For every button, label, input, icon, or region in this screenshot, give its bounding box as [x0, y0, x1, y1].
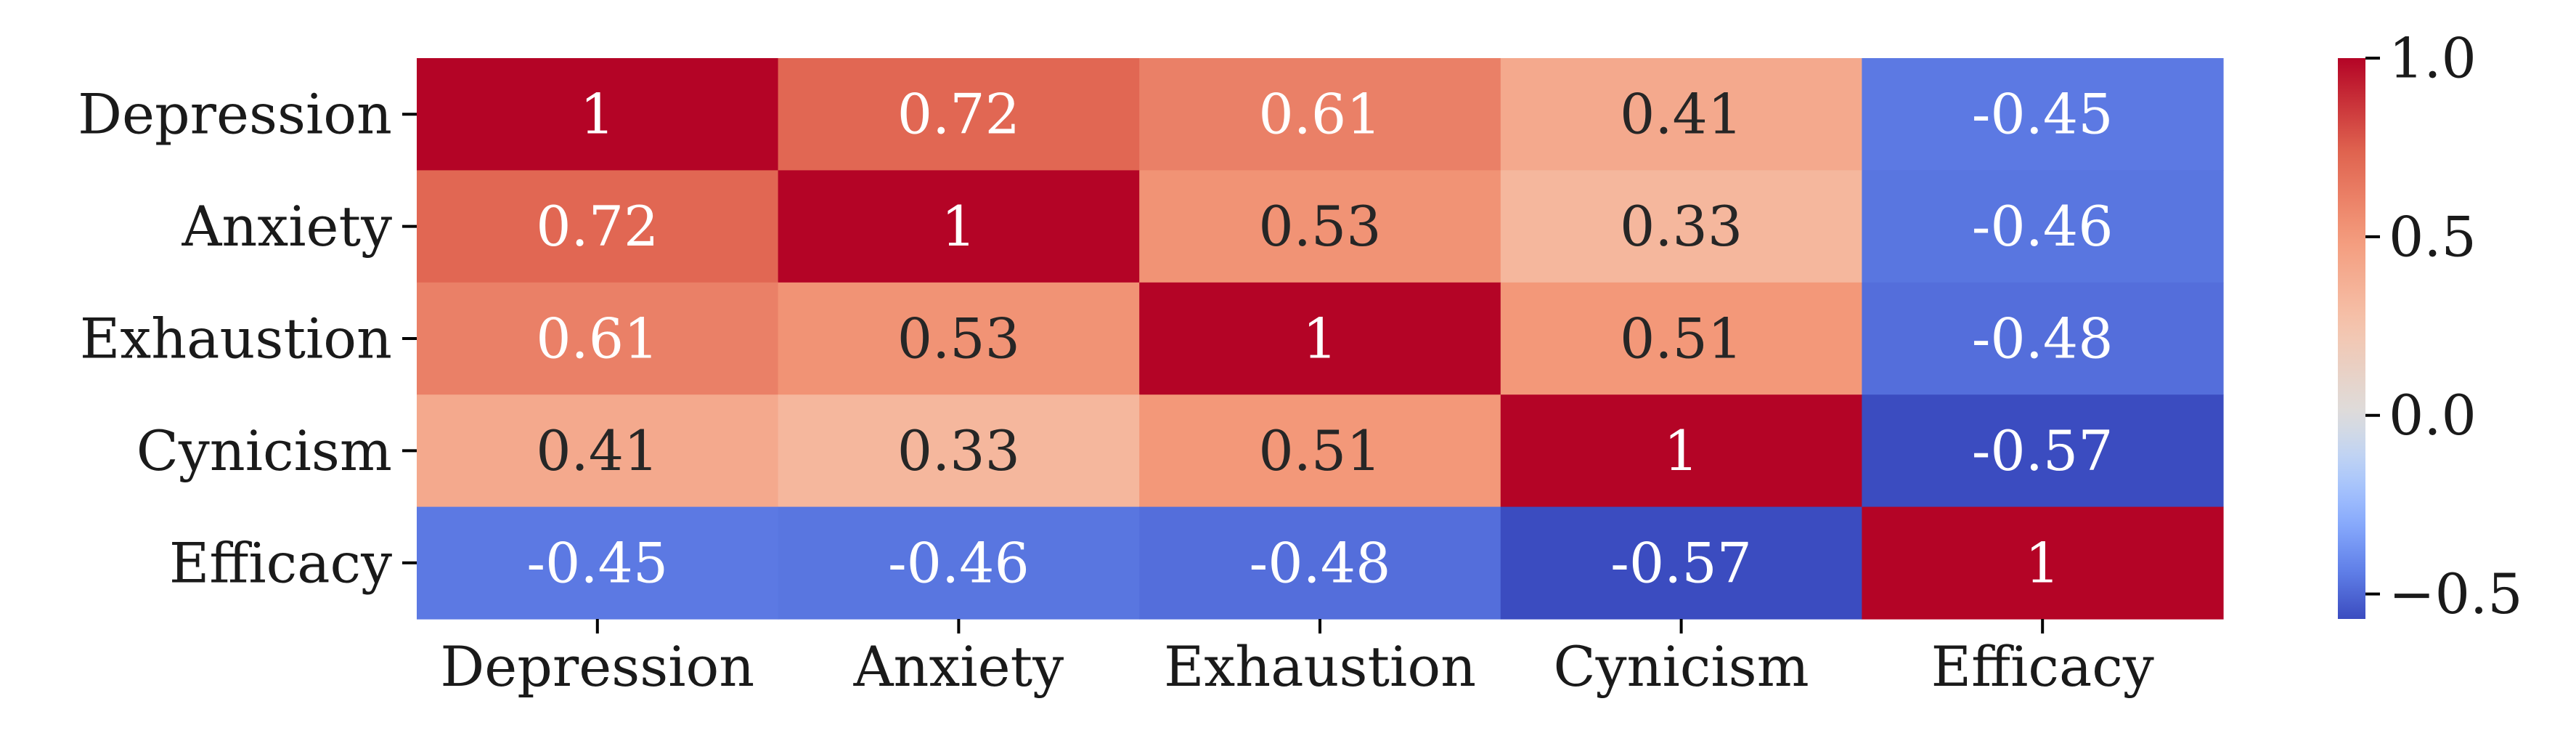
heatmap-cell-anxiety-exhaustion: [1139, 170, 1501, 283]
colorbar: 1.0 0.5 0.0 −0.5: [2338, 26, 2523, 626]
heatmap-cell-efficacy-cynicism: [1500, 506, 1862, 620]
y-axis: Depression Anxiety Exhaustion Cynicism Effic…: [78, 82, 417, 595]
cell-value-label-anxiety-anxiety: 1: [941, 194, 976, 259]
heatmap-cell-efficacy-efficacy: [1862, 506, 2224, 620]
x-tick-label-exhaustion: Exhaustion: [1164, 634, 1476, 699]
heatmap-cell-anxiety-cynicism: [1500, 170, 1862, 283]
heatmap-cell-exhaustion-anxiety: [778, 282, 1140, 395]
cell-value-label-depression-efficacy: -0.45: [1972, 82, 2114, 147]
y-tick-label-exhaustion: Exhaustion: [80, 307, 392, 371]
x-tick-label-efficacy: Efficacy: [1931, 634, 2154, 699]
cell-value-label-depression-depression: 1: [580, 82, 615, 147]
y-tick-label-cynicism: Cynicism: [136, 418, 392, 483]
cell-value-label-exhaustion-efficacy: -0.48: [1972, 307, 2114, 371]
x-axis: Depression Anxiety Exhaustion Cynicism Effic…: [440, 619, 2154, 699]
y-tick-label-anxiety: Anxiety: [182, 194, 393, 259]
heatmap-cell-depression-anxiety: [778, 58, 1140, 171]
heatmap-cells: 1 0.72 0.61 0.41 -0.45 0.72 1 0.53 0.33 -0.46 0.61…: [417, 58, 2224, 620]
colorbar-tick-label-2: 0.0: [2389, 383, 2477, 448]
cell-value-label-cynicism-efficacy: -0.57: [1972, 418, 2114, 483]
cell-value-label-depression-exhaustion: 0.61: [1258, 82, 1381, 147]
cell-value-label-exhaustion-exhaustion: 1: [1303, 307, 1337, 371]
colorbar-tick-label-3: −0.5: [2389, 562, 2523, 626]
y-tick-label-depression: Depression: [78, 82, 392, 147]
heatmap-cell-anxiety-efficacy: [1862, 170, 2224, 283]
colorbar-tick-label-0: 1.0: [2389, 26, 2477, 91]
colorbar-tick-label-1: 0.5: [2389, 204, 2477, 269]
cell-value-label-cynicism-exhaustion: 0.51: [1258, 418, 1381, 483]
heatmap-cell-anxiety-depression: [417, 170, 779, 283]
heatmap-cell-cynicism-anxiety: [778, 394, 1140, 508]
cell-value-label-anxiety-depression: 0.72: [536, 194, 659, 259]
heatmap-cell-exhaustion-cynicism: [1500, 282, 1862, 395]
cell-value-label-cynicism-anxiety: 0.33: [897, 418, 1020, 483]
cell-value-label-depression-cynicism: 0.41: [1620, 82, 1743, 147]
heatmap-cell-cynicism-depression: [417, 394, 779, 508]
heatmap-cell-exhaustion-efficacy: [1862, 282, 2224, 395]
heatmap-cell-cynicism-efficacy: [1862, 394, 2224, 508]
cell-value-label-efficacy-exhaustion: -0.48: [1250, 530, 1391, 595]
x-tick-label-cynicism: Cynicism: [1553, 634, 1809, 699]
cell-value-label-exhaustion-cynicism: 0.51: [1620, 307, 1743, 371]
heatmap-cell-anxiety-anxiety: [778, 170, 1140, 283]
cell-value-label-anxiety-efficacy: -0.46: [1972, 194, 2114, 259]
x-tick-label-anxiety: Anxiety: [853, 634, 1064, 699]
cell-value-label-anxiety-exhaustion: 0.53: [1258, 194, 1381, 259]
heatmap-cell-exhaustion-exhaustion: [1139, 282, 1501, 395]
cell-value-label-efficacy-cynicism: -0.57: [1610, 530, 1752, 595]
heatmap-cell-depression-exhaustion: [1139, 58, 1501, 171]
heatmap-cell-cynicism-cynicism: [1500, 394, 1862, 508]
cell-value-label-anxiety-cynicism: 0.33: [1620, 194, 1743, 259]
heatmap-cell-depression-cynicism: [1500, 58, 1862, 171]
colorbar-gradient: [2338, 58, 2365, 619]
x-tick-label-depression: Depression: [440, 634, 754, 699]
cell-value-label-efficacy-efficacy: 1: [2025, 530, 2060, 595]
heatmap-cell-exhaustion-depression: [417, 282, 779, 395]
heatmap-cell-efficacy-exhaustion: [1139, 506, 1501, 620]
cell-value-label-cynicism-cynicism: 1: [1663, 418, 1698, 483]
heatmap-cell-efficacy-depression: [417, 506, 779, 620]
y-tick-label-efficacy: Efficacy: [169, 530, 392, 595]
heatmap-cell-depression-efficacy: [1862, 58, 2224, 171]
cell-value-label-depression-anxiety: 0.72: [897, 82, 1020, 147]
cell-value-label-exhaustion-anxiety: 0.53: [897, 307, 1020, 371]
cell-value-label-efficacy-anxiety: -0.46: [888, 530, 1030, 595]
cell-value-label-cynicism-depression: 0.41: [536, 418, 659, 483]
heatmap-cell-efficacy-anxiety: [778, 506, 1140, 620]
cell-value-label-exhaustion-depression: 0.61: [536, 307, 659, 371]
heatmap-cell-cynicism-exhaustion: [1139, 394, 1501, 508]
heatmap-cell-depression-depression: [417, 58, 779, 171]
cell-value-label-efficacy-depression: -0.45: [526, 530, 668, 595]
